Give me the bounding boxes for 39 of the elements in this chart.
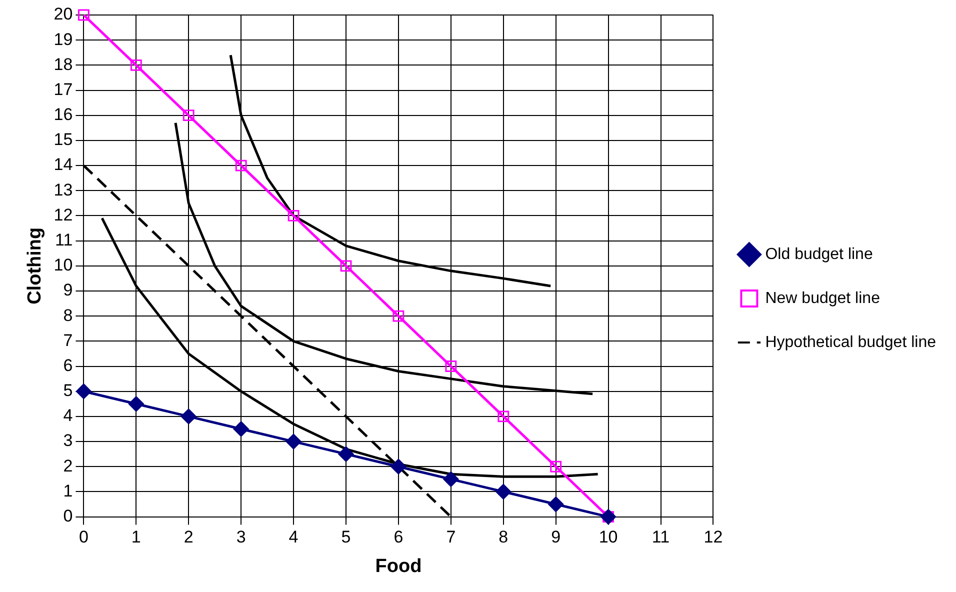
legend-label: New budget line	[765, 290, 880, 307]
x-tick-label: 9	[551, 528, 561, 547]
x-tick-label: 5	[341, 528, 351, 547]
y-tick-label: 9	[63, 280, 73, 300]
y-tick-label: 17	[54, 80, 73, 99]
y-tick-label: 19	[54, 30, 73, 49]
x-tick-label: 4	[288, 528, 298, 547]
legend-label: Old budget line	[765, 246, 873, 263]
y-tick-label: 15	[54, 130, 73, 150]
y-tick-label: 2	[63, 456, 73, 476]
x-tick-label: 3	[236, 528, 246, 547]
x-tick-label: 0	[78, 528, 88, 547]
y-tick-label: 20	[54, 4, 73, 24]
x-tick-label: 12	[704, 528, 723, 547]
y-tick-label: 4	[63, 406, 73, 426]
y-tick-label: 14	[54, 155, 73, 174]
x-tick-label: 11	[652, 528, 670, 547]
y-tick-label: 0	[63, 506, 73, 526]
y-tick-label: 8	[63, 306, 73, 325]
y-tick-label: 16	[54, 105, 73, 124]
x-axis-title: Food	[375, 556, 422, 577]
y-tick-label: 1	[63, 481, 73, 500]
y-tick-label: 12	[54, 205, 73, 224]
legend-label: Hypothetical budget line	[765, 334, 936, 351]
x-tick-label: 8	[498, 528, 508, 547]
y-tick-label: 5	[63, 381, 73, 400]
y-tick-label: 10	[54, 256, 73, 275]
x-tick-label: 7	[446, 528, 456, 547]
x-tick-label: 2	[184, 528, 194, 547]
y-tick-label: 6	[63, 356, 73, 375]
y-tick-label: 7	[63, 330, 73, 350]
x-tick-label: 6	[394, 528, 404, 547]
y-axis-title: Clothing	[24, 227, 46, 304]
y-tick-label: 3	[63, 431, 73, 450]
y-tick-label: 18	[54, 54, 73, 74]
x-tick-label: 1	[131, 528, 141, 547]
x-tick-label: 10	[598, 528, 618, 547]
y-tick-label: 13	[54, 180, 73, 200]
y-tick-label: 11	[55, 230, 73, 250]
